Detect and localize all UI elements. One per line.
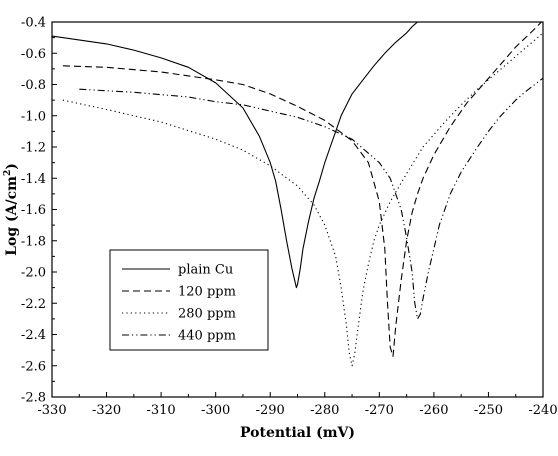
x-tick-label: -300 <box>201 403 230 418</box>
y-tick-label: -2.4 <box>21 328 46 343</box>
series-line-4 <box>79 77 543 320</box>
y-tick-label: -1.4 <box>21 172 46 187</box>
series-layer <box>52 22 543 367</box>
x-tick-label: -320 <box>92 403 121 418</box>
y-tick-label: -1.8 <box>21 234 46 249</box>
y-tick-label: -2.6 <box>21 359 46 374</box>
series-line-2 <box>62 22 543 357</box>
x-tick-label: -260 <box>419 403 448 418</box>
y-axis-title-sup: 2 <box>3 170 13 176</box>
y-tick-label: -1.2 <box>21 141 46 156</box>
y-tick-label: -1.6 <box>21 203 46 218</box>
series-line-1 <box>52 22 419 289</box>
y-tick-label: -2.2 <box>21 297 46 312</box>
y-tick-label: -1.0 <box>21 109 46 124</box>
legend-label-2: 120 ppm <box>178 285 236 300</box>
legend-label-4: 440 ppm <box>178 329 236 344</box>
axis-ticks: -330 -320 -310 -300 -290 -280 -270 -260 -250 -240… <box>21 16 558 419</box>
x-tick-label: -330 <box>37 403 66 418</box>
legend-label-3: 280 ppm <box>178 307 236 322</box>
x-axis-title: Potential (mV) <box>240 425 355 441</box>
x-tick-label: -240 <box>528 403 557 418</box>
y-axis-title: Log (A/cm2) <box>3 163 20 256</box>
y-tick-label: -0.8 <box>21 78 46 93</box>
x-tick-label: -280 <box>310 403 339 418</box>
y-tick-label: -0.6 <box>21 47 46 62</box>
y-tick-label: -2.0 <box>21 266 46 281</box>
legend-label-1: plain Cu <box>178 263 233 278</box>
x-tick-label: -310 <box>147 403 176 418</box>
legend: plain Cu 120 ppm 280 ppm 440 ppm <box>109 249 269 351</box>
y-tick-label: -0.4 <box>21 16 46 31</box>
x-tick-label: -290 <box>256 403 285 418</box>
y-axis-title-close: ) <box>4 163 20 170</box>
y-axis-title-main: Log (A/cm <box>4 176 20 256</box>
x-tick-label: -250 <box>474 403 503 418</box>
legend-box <box>109 249 269 351</box>
y-tick-label: -2.8 <box>21 391 46 406</box>
x-tick-label: -270 <box>365 403 394 418</box>
